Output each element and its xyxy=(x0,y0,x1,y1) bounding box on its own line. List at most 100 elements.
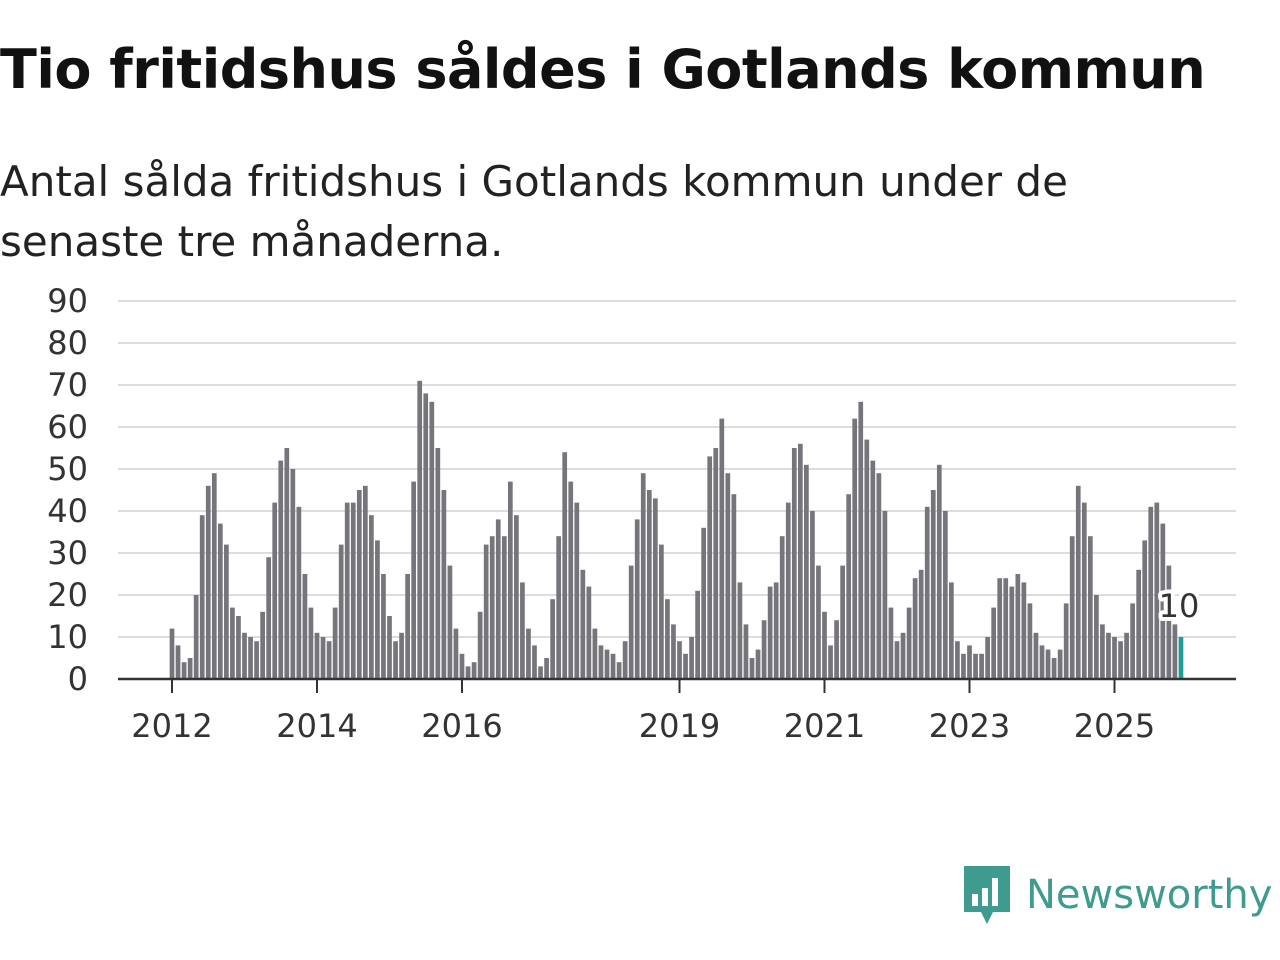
bar xyxy=(224,544,229,679)
y-tick-label-10: 10 xyxy=(47,618,88,656)
bar xyxy=(683,653,688,679)
bar xyxy=(991,607,997,679)
bar xyxy=(362,485,368,679)
bar xyxy=(393,641,398,679)
bar xyxy=(634,519,640,679)
bar xyxy=(399,632,404,679)
bar xyxy=(495,519,501,679)
bar xyxy=(1003,578,1009,679)
bar xyxy=(1009,586,1015,679)
bar xyxy=(193,595,199,679)
bar xyxy=(477,611,483,679)
bar xyxy=(659,544,664,679)
bar xyxy=(520,582,525,679)
bar xyxy=(985,637,990,679)
bar xyxy=(882,511,888,679)
bar xyxy=(918,569,924,679)
bar xyxy=(1154,502,1160,679)
bar xyxy=(846,494,852,679)
bar xyxy=(526,628,531,679)
chart-title: Tio fritidshus såldes i Gotlands kommun xyxy=(0,38,1206,101)
bar xyxy=(375,540,380,679)
bar xyxy=(369,515,374,679)
bar xyxy=(381,574,386,679)
x-tick-label-2025: 2025 xyxy=(1074,707,1155,745)
bar xyxy=(749,658,755,679)
bar xyxy=(326,641,332,679)
x-tick-label-2021: 2021 xyxy=(784,707,865,745)
bar xyxy=(1063,603,1069,679)
bar xyxy=(864,439,870,679)
bar xyxy=(858,401,864,679)
bar xyxy=(417,380,423,679)
bar xyxy=(930,490,936,679)
bar xyxy=(199,515,205,679)
bar xyxy=(1106,632,1111,679)
bar xyxy=(544,658,549,679)
bar xyxy=(1027,603,1033,679)
bar xyxy=(1160,523,1166,679)
bar xyxy=(471,662,477,679)
bar xyxy=(1075,485,1081,679)
bar xyxy=(483,544,489,679)
bar xyxy=(308,607,314,679)
bar xyxy=(936,464,942,679)
bar xyxy=(272,502,278,679)
bar xyxy=(441,490,447,679)
bar xyxy=(828,645,833,679)
bar xyxy=(652,498,658,679)
bar xyxy=(1136,569,1142,679)
bar xyxy=(507,481,513,679)
bar xyxy=(592,628,598,679)
bar xyxy=(876,473,882,679)
bar xyxy=(248,637,253,679)
y-tick-label-80: 80 xyxy=(47,324,88,362)
bar xyxy=(356,490,362,679)
bar xyxy=(447,565,453,679)
bar xyxy=(568,481,574,679)
bar xyxy=(973,653,978,679)
bar xyxy=(205,485,211,679)
bar xyxy=(689,637,694,679)
bar xyxy=(344,502,350,679)
bar xyxy=(175,645,181,679)
bar xyxy=(677,641,682,679)
bar xyxy=(707,456,713,679)
bar xyxy=(1081,502,1087,679)
bar xyxy=(586,586,592,679)
bar xyxy=(701,527,707,679)
bar xyxy=(387,616,392,679)
bar xyxy=(598,645,604,679)
bar xyxy=(646,490,652,679)
bar xyxy=(870,460,876,679)
bar xyxy=(810,511,815,679)
bar xyxy=(628,565,634,679)
bar xyxy=(453,628,459,679)
y-tick-label-70: 70 xyxy=(47,366,88,404)
bar xyxy=(785,502,791,679)
axes: 0 10 20 30 40 50 60 70 80 90 2012 2014 2016 2019 2021 2… xyxy=(47,282,1236,745)
bar xyxy=(1130,603,1135,679)
bar xyxy=(1142,540,1148,679)
bar xyxy=(230,607,235,679)
x-tick-label-2019: 2019 xyxy=(639,707,720,745)
bar xyxy=(924,506,930,679)
bar xyxy=(791,448,797,679)
bar xyxy=(755,649,761,679)
y-tick-label-30: 30 xyxy=(47,534,88,572)
bar xyxy=(912,578,918,679)
bar xyxy=(804,464,809,679)
bar xyxy=(260,611,265,679)
x-tick-label-2016: 2016 xyxy=(421,707,502,745)
bar xyxy=(217,523,223,679)
bar xyxy=(725,473,731,679)
y-tick-label-60: 60 xyxy=(47,408,88,446)
bar xyxy=(411,481,417,679)
bar xyxy=(556,536,562,679)
bar xyxy=(296,506,302,679)
bar xyxy=(320,637,326,679)
bar xyxy=(1148,506,1154,679)
bar xyxy=(622,641,628,679)
bar xyxy=(822,611,827,679)
bar-last xyxy=(1178,637,1184,679)
